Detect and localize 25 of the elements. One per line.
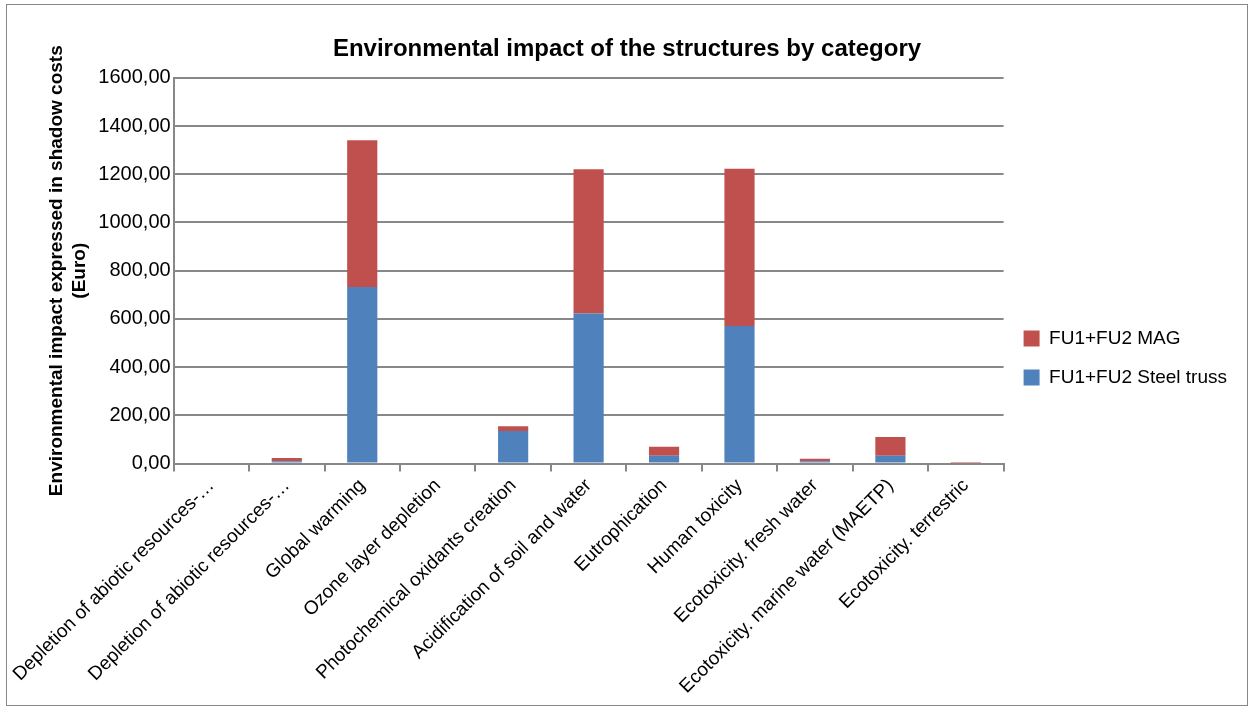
bar [875, 455, 906, 463]
bar [875, 437, 906, 456]
legend-label: FU1+FU2 Steel truss [1049, 365, 1227, 387]
y-tick-label: 0,00 [131, 451, 171, 474]
y-axis-title: Environmental impact expressed in shadow costs (Euro) [45, 45, 90, 497]
bar [648, 455, 680, 463]
bar [573, 169, 604, 314]
y-tick-label: 600,00 [109, 306, 171, 329]
y-tick-label: 1400,00 [98, 113, 171, 136]
y-tick-label: 200,00 [109, 402, 171, 425]
y-tick-label: 1600,00 [98, 65, 171, 88]
bar [573, 313, 604, 463]
bar [648, 446, 680, 456]
bar [724, 325, 755, 463]
bar [347, 287, 378, 463]
chart-title: Environmental impact of the structures by category [332, 34, 922, 62]
bar [347, 140, 378, 288]
bar [498, 426, 529, 432]
legend-label: FU1+FU2 MAG [1049, 326, 1181, 348]
bar [724, 168, 755, 326]
y-tick-label: 800,00 [109, 258, 171, 281]
bar [498, 431, 529, 463]
y-tick-label: 1000,00 [98, 209, 171, 232]
y-tick-label: 400,00 [109, 354, 171, 377]
y-tick-label: 1200,00 [98, 161, 171, 184]
